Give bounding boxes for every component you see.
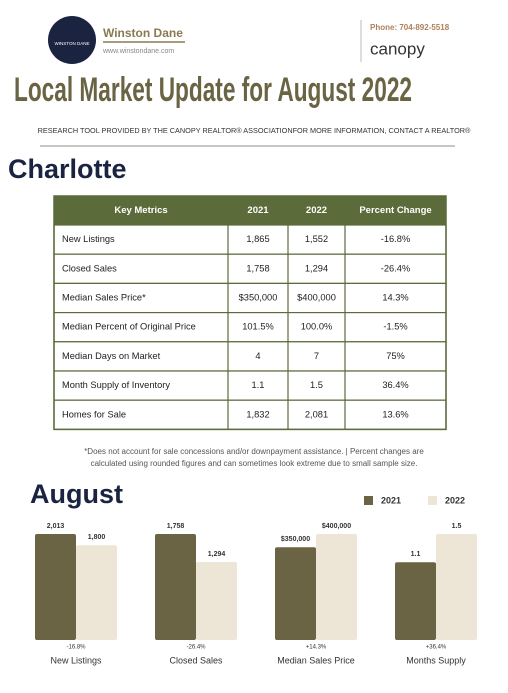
bar — [436, 534, 477, 640]
table-cell: 1,552 — [305, 234, 328, 244]
legend-swatch — [428, 496, 437, 505]
chart: 2021 2022 2,013 1,800 -16.8% New Listings 1,75… — [35, 495, 477, 665]
table-cell: -26.4% — [381, 263, 410, 273]
table: Key Metrics 2021 2022 Percent Change New Lis… — [53, 195, 447, 431]
table-cell: Month Supply of Inventory — [62, 380, 170, 390]
table-cell: 1,294 — [305, 263, 328, 273]
table-cell: $350,000 — [239, 292, 278, 302]
bar — [395, 562, 436, 640]
table-cell: Homes for Sale — [62, 409, 126, 419]
table-header-bg — [54, 196, 446, 225]
website: www.winstondane.com — [102, 48, 174, 55]
value-label: $350,000 — [281, 536, 310, 543]
table-cell: Median Percent of Original Price — [62, 322, 196, 332]
change-label: +36.4% — [426, 645, 447, 651]
table-cell: 1.5 — [310, 380, 323, 390]
table-cell: 1,832 — [246, 409, 269, 419]
logo — [48, 16, 96, 64]
chart-title: August — [30, 479, 123, 509]
bar — [316, 534, 357, 640]
table-row — [53, 312, 447, 343]
bar — [275, 547, 316, 640]
bar — [35, 534, 76, 640]
table-header: 2021 — [247, 205, 269, 216]
value-label: 1.5 — [452, 523, 462, 530]
value-label: 1,800 — [88, 534, 106, 541]
value-label: 2,013 — [47, 523, 65, 530]
brand: Winston Dane — [103, 26, 183, 40]
table-cell: 100.0% — [301, 322, 333, 332]
phone: Phone: 704-892-5518 — [370, 23, 450, 32]
table-cell: $400,000 — [297, 292, 336, 302]
legend-label: 2022 — [445, 495, 465, 505]
category-label: Median Sales Price — [277, 655, 355, 665]
partner-logo: canopy — [370, 39, 425, 58]
area: Charlotte — [8, 154, 127, 184]
table-header: 2022 — [306, 205, 327, 216]
table-cell: 101.5% — [242, 322, 274, 332]
legend-label: 2021 — [381, 495, 401, 505]
table-cell: Median Days on Market — [62, 351, 161, 361]
table-cell: 1.1 — [252, 380, 265, 390]
table-border — [53, 195, 447, 431]
change-label: -16.8% — [66, 645, 86, 651]
title: Local Market Update for August 2022 — [14, 71, 412, 109]
legend-swatch — [364, 496, 373, 505]
table-cell: 4 — [255, 351, 260, 361]
table-cell: -16.8% — [381, 234, 410, 244]
change-label: -26.4% — [186, 645, 206, 651]
table-cell: 75% — [386, 351, 405, 361]
table-cell: 1,758 — [246, 263, 269, 273]
bar — [155, 534, 196, 640]
value-label: 1,294 — [208, 551, 226, 558]
table-cell: -1.5% — [383, 322, 407, 332]
footnote: *Does not account for sale concessions a… — [84, 447, 424, 456]
table-row — [53, 399, 447, 431]
logo-text: WINSTON DANE — [55, 41, 90, 46]
bar — [76, 545, 117, 640]
table-header: Percent Change — [359, 205, 431, 216]
table-cell: 36.4% — [382, 380, 408, 390]
table-cell: 7 — [314, 351, 319, 361]
table-cell: 14.3% — [382, 292, 408, 302]
change-label: +14.3% — [306, 645, 327, 651]
category-label: Months Supply — [406, 655, 466, 665]
category-label: New Listings — [50, 655, 102, 665]
table-header: Key Metrics — [114, 205, 167, 216]
subtitle: RESEARCH TOOL PROVIDED BY THE CANOPY REA… — [38, 126, 471, 135]
bar — [196, 561, 237, 640]
table-cell: 2,081 — [305, 409, 328, 419]
table-cell: New Listings — [62, 234, 115, 244]
table-cell: Median Sales Price* — [62, 292, 146, 302]
category-label: Closed Sales — [169, 655, 223, 665]
value-label: 1,758 — [167, 523, 185, 530]
table-cell: 13.6% — [382, 409, 408, 419]
table-cell: 1,865 — [246, 234, 269, 244]
table-cell: Closed Sales — [62, 263, 117, 273]
footnote: calculated using rounded figures and can… — [91, 459, 418, 468]
value-label: $400,000 — [322, 523, 351, 530]
value-label: 1.1 — [411, 551, 421, 558]
